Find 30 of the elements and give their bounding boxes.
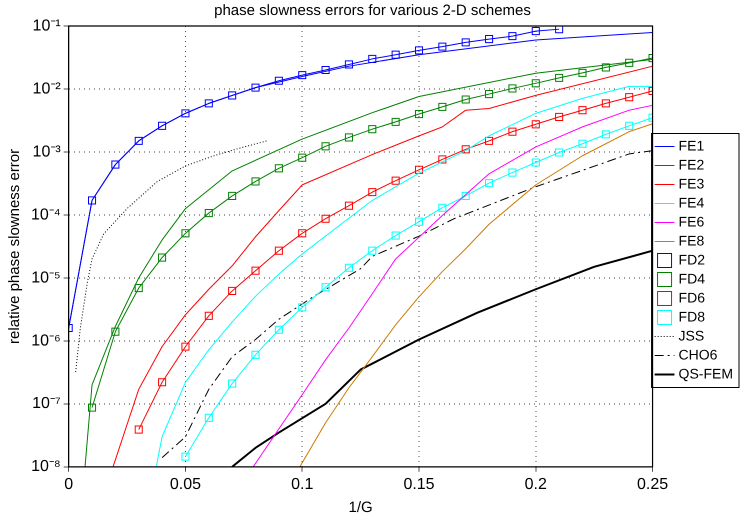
y-tick-label: 10⁻¹ bbox=[32, 17, 61, 34]
y-tick-label: 10⁻² bbox=[32, 80, 62, 98]
x-tick-label: 0.25 bbox=[636, 476, 668, 493]
legend-label: FD4 bbox=[678, 270, 706, 286]
legend-label: FD8 bbox=[678, 308, 706, 324]
legend-label: FE1 bbox=[678, 137, 704, 154]
x-axis-title: 1/G bbox=[348, 499, 373, 516]
y-axis-title: relative phase slowness error bbox=[6, 148, 24, 344]
y-tick-label: 10⁻⁴ bbox=[31, 206, 61, 224]
y-tick-label: 10⁻³ bbox=[32, 143, 62, 160]
legend-label: FD2 bbox=[678, 251, 706, 268]
legend-label: FD6 bbox=[678, 289, 706, 306]
x-tick-label: 0.2 bbox=[524, 476, 547, 493]
legend-label: QS-FEM bbox=[678, 365, 734, 382]
legend-label: FE3 bbox=[678, 175, 704, 192]
legend-label: FE4 bbox=[678, 194, 704, 210]
x-tick-label: 0.15 bbox=[403, 476, 435, 493]
x-tick-label: 0.05 bbox=[170, 476, 202, 493]
y-tick-label: 10⁻⁷ bbox=[32, 395, 61, 412]
legend-label: FE8 bbox=[678, 232, 704, 248]
chart-title: phase slowness errors for various 2-D schemes bbox=[214, 2, 531, 20]
legend-label: FE2 bbox=[678, 156, 704, 172]
y-tick-label: 10⁻⁶ bbox=[31, 332, 61, 350]
legend-label: FE6 bbox=[678, 213, 704, 230]
legend-label: JSS bbox=[678, 327, 704, 344]
y-tick-label: 10⁻⁸ bbox=[31, 458, 61, 476]
legend-label: CHO6 bbox=[678, 346, 718, 362]
x-tick-label: 0.1 bbox=[291, 476, 314, 493]
y-tick-label: 10⁻⁵ bbox=[31, 269, 61, 286]
x-tick-label: 0 bbox=[64, 476, 74, 493]
